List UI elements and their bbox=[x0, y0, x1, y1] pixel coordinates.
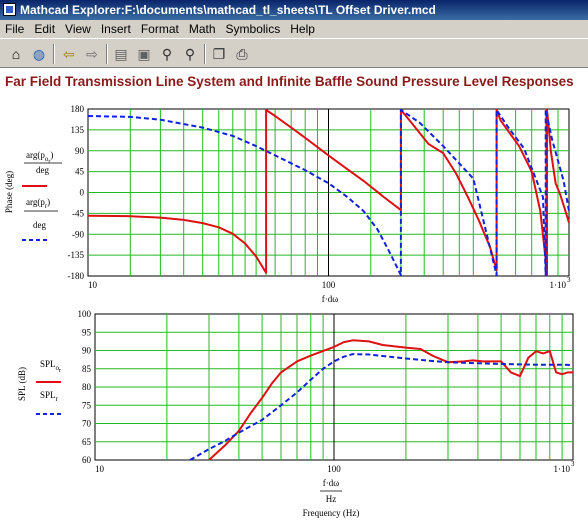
menu-file[interactable]: File bbox=[5, 22, 25, 36]
phase-series bbox=[87, 108, 570, 277]
y-tick-label: 75 bbox=[82, 400, 92, 410]
phase-x-ticks: 10 100 1·10 3 bbox=[88, 276, 571, 290]
toolbar-separator bbox=[204, 44, 206, 64]
spl-y-ticks: 100 95 90 85 80 75 70 65 60 bbox=[78, 309, 92, 465]
worksheet-heading: Far Field Transmission Line System and I… bbox=[5, 74, 574, 89]
home-icon[interactable]: ⌂ bbox=[11, 46, 21, 62]
spl-series bbox=[189, 339, 574, 461]
phase-legend-1-numerator: arg(por) bbox=[26, 150, 53, 165]
back-arrow-icon[interactable]: ⇦ bbox=[63, 46, 75, 62]
toolbar-separator bbox=[106, 44, 108, 64]
spl-x-ticks: 10 100 1·10 3 bbox=[95, 460, 575, 474]
toolbar-separator bbox=[53, 44, 55, 64]
copy-icon[interactable]: ❐ bbox=[212, 46, 226, 62]
spl-legend-2-label: SPLr bbox=[40, 390, 59, 403]
binoculars-find-next-icon[interactable]: ⚲ bbox=[184, 46, 196, 62]
y-tick-label: 100 bbox=[78, 309, 92, 319]
open-icon[interactable]: ▤ bbox=[114, 46, 128, 62]
red-series-line bbox=[208, 339, 573, 461]
title-bar: Mathcad Explorer:F:\documents\mathcad_tl… bbox=[0, 0, 588, 20]
y-tick-label: -90 bbox=[72, 229, 84, 239]
menu-help[interactable]: Help bbox=[290, 22, 315, 36]
menu-view[interactable]: View bbox=[65, 22, 91, 36]
y-tick-label: -135 bbox=[68, 250, 85, 260]
menu-math[interactable]: Math bbox=[188, 22, 216, 36]
menu-edit[interactable]: Edit bbox=[34, 22, 56, 36]
y-tick-label: 90 bbox=[75, 146, 85, 156]
y-tick-label: 60 bbox=[82, 455, 92, 465]
mathcad-app-icon[interactable] bbox=[3, 3, 16, 16]
globe-icon[interactable]: ◍ bbox=[32, 46, 46, 62]
spl-grid bbox=[95, 314, 573, 460]
menu-symbolics[interactable]: Symbolics bbox=[225, 22, 281, 36]
spl-legend: SPLor SPLr bbox=[36, 359, 61, 415]
spl-xlabel-frequency: Frequency (Hz) bbox=[303, 508, 360, 518]
phase-legend-2-numerator: arg(pr) bbox=[26, 197, 50, 210]
y-tick-label: 180 bbox=[71, 104, 85, 114]
phase-legend: arg(por) deg arg(pr) deg bbox=[22, 150, 62, 241]
blue-series-line bbox=[189, 353, 574, 461]
print-icon[interactable]: ⎙ bbox=[236, 46, 248, 62]
y-tick-label: 65 bbox=[82, 437, 92, 447]
y-tick-label: 80 bbox=[82, 382, 92, 392]
x-tick-exponent: 3 bbox=[571, 460, 575, 468]
phase-legend-2-denominator: deg bbox=[33, 220, 46, 230]
phase-legend-1-denominator: deg bbox=[36, 165, 49, 175]
y-tick-label: -45 bbox=[72, 208, 84, 218]
phase-chart: 180 135 90 45 0 -45 -90 -135 -180 10 100 1·10 3 f·d… bbox=[4, 104, 571, 304]
spl-ylabel: SPL (dB) bbox=[17, 367, 27, 401]
x-tick-label: 10 bbox=[95, 464, 105, 474]
y-tick-label: 135 bbox=[71, 125, 85, 135]
menu-insert[interactable]: Insert bbox=[100, 22, 131, 36]
menu-bar: File Edit View Insert Format Math Symbolics Hel… bbox=[0, 20, 588, 38]
y-tick-label: 90 bbox=[82, 346, 92, 356]
phase-y-ticks: 180 135 90 45 0 -45 -90 -135 -180 bbox=[68, 104, 85, 281]
red-series-line bbox=[87, 108, 570, 277]
binoculars-find-icon[interactable]: ⚲ bbox=[161, 46, 173, 62]
x-tick-label: 1·10 bbox=[550, 280, 567, 290]
spl-legend-1-label: SPLor bbox=[40, 359, 61, 374]
y-tick-label: 70 bbox=[82, 419, 92, 429]
save-icon[interactable]: ▣ bbox=[137, 46, 151, 62]
x-tick-exponent: 3 bbox=[567, 276, 571, 284]
phase-xlabel: f·dω bbox=[322, 294, 338, 304]
spl-chart: 100 95 90 85 80 75 70 65 60 10 100 1·10 3 f·dω Hz F… bbox=[17, 309, 575, 518]
x-tick-label: 100 bbox=[322, 280, 336, 290]
y-tick-label: -180 bbox=[68, 271, 85, 281]
blue-series-line bbox=[87, 108, 570, 277]
x-tick-label: 100 bbox=[327, 464, 341, 474]
toolbar: ⌂ ◍ ⇦ ⇨ ▤ ▣ ⚲ ⚲ ❐ ⎙ bbox=[0, 38, 588, 68]
y-tick-label: 45 bbox=[75, 167, 85, 177]
forward-arrow-icon[interactable]: ⇨ bbox=[86, 46, 98, 62]
phase-ylabel: Phase (deg) bbox=[4, 171, 14, 213]
spl-xlabel-denominator: Hz bbox=[326, 494, 337, 504]
y-tick-label: 85 bbox=[82, 364, 92, 374]
spl-xlabel: f·dω bbox=[323, 478, 339, 488]
y-tick-label: 0 bbox=[80, 188, 85, 198]
y-tick-label: 95 bbox=[82, 327, 92, 337]
menu-format[interactable]: Format bbox=[140, 22, 179, 36]
x-tick-label: 10 bbox=[88, 280, 98, 290]
window-title: Mathcad Explorer:F:\documents\mathcad_tl… bbox=[20, 3, 436, 17]
x-tick-label: 1·10 bbox=[554, 464, 571, 474]
